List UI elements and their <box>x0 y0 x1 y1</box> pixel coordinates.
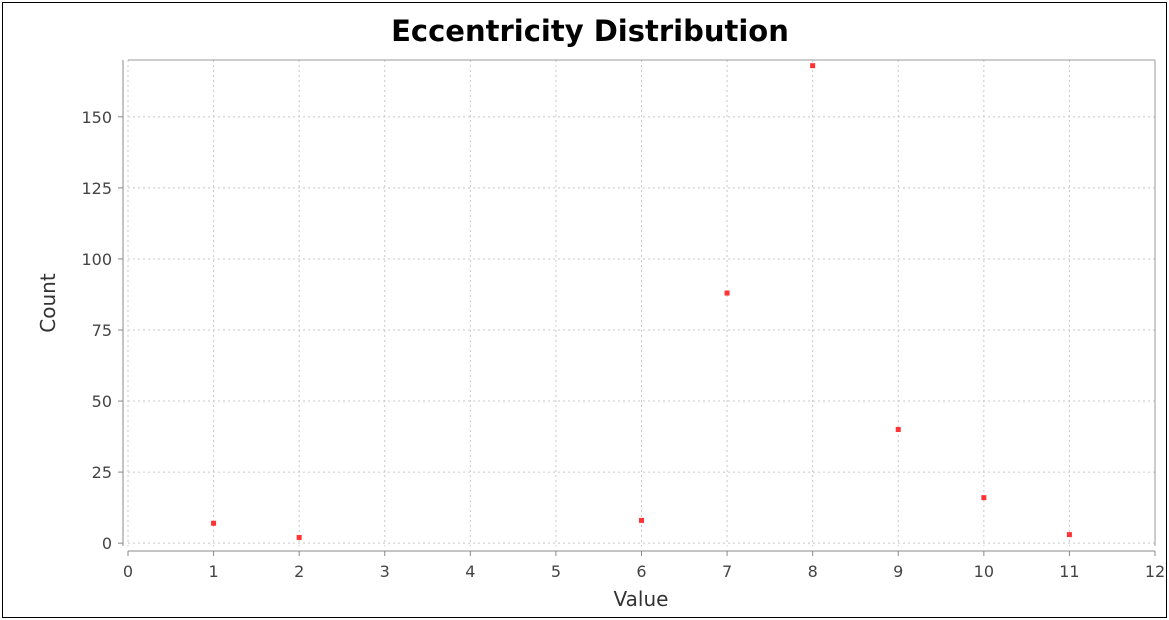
y-tick-label: 75 <box>92 321 112 340</box>
x-tick-label: 6 <box>636 562 646 581</box>
plot-background <box>128 60 1155 546</box>
y-tick-label: 125 <box>81 179 112 198</box>
x-tick-label: 3 <box>380 562 390 581</box>
x-axis: 0 1 2 3 4 5 6 7 8 9 10 11 12 <box>123 550 1165 581</box>
y-axis-title: Count <box>36 273 60 333</box>
x-tick-label: 9 <box>893 562 903 581</box>
plot-area <box>127 59 1156 546</box>
x-tick-label: 4 <box>465 562 475 581</box>
x-tick-label: 0 <box>123 562 133 581</box>
x-tick-label: 2 <box>294 562 304 581</box>
data-point <box>639 517 644 523</box>
x-tick-label: 11 <box>1059 562 1079 581</box>
data-point <box>724 290 730 296</box>
data-point <box>211 520 217 526</box>
x-tick-label: 12 <box>1145 562 1165 581</box>
data-point <box>895 426 901 432</box>
x-tick-label: 5 <box>551 562 561 581</box>
gridlines <box>127 60 1156 546</box>
y-tick-label: 100 <box>81 250 112 269</box>
x-tick-label: 10 <box>974 562 994 581</box>
y-tick-label: 0 <box>102 534 112 553</box>
data-point <box>1066 532 1072 538</box>
eccentricity-chart: Eccentricity Distribution 0 1 2 3 4 5 6 7 8 9 10 11… <box>36 14 1165 611</box>
y-tick-label: 150 <box>81 108 112 127</box>
data-point <box>981 495 987 501</box>
data-point <box>296 534 302 540</box>
data-points <box>211 63 1072 540</box>
y-tick-label: 50 <box>92 392 112 411</box>
x-tick-label: 7 <box>722 562 732 581</box>
x-tick-label: 1 <box>208 562 218 581</box>
y-tick-label: 25 <box>92 463 112 482</box>
y-axis: 0 25 50 75 100 125 150 <box>81 60 124 553</box>
x-tick-label: 8 <box>808 562 818 581</box>
x-axis-title: Value <box>614 587 669 611</box>
chart-title: Eccentricity Distribution <box>391 14 789 48</box>
data-point <box>810 63 816 69</box>
